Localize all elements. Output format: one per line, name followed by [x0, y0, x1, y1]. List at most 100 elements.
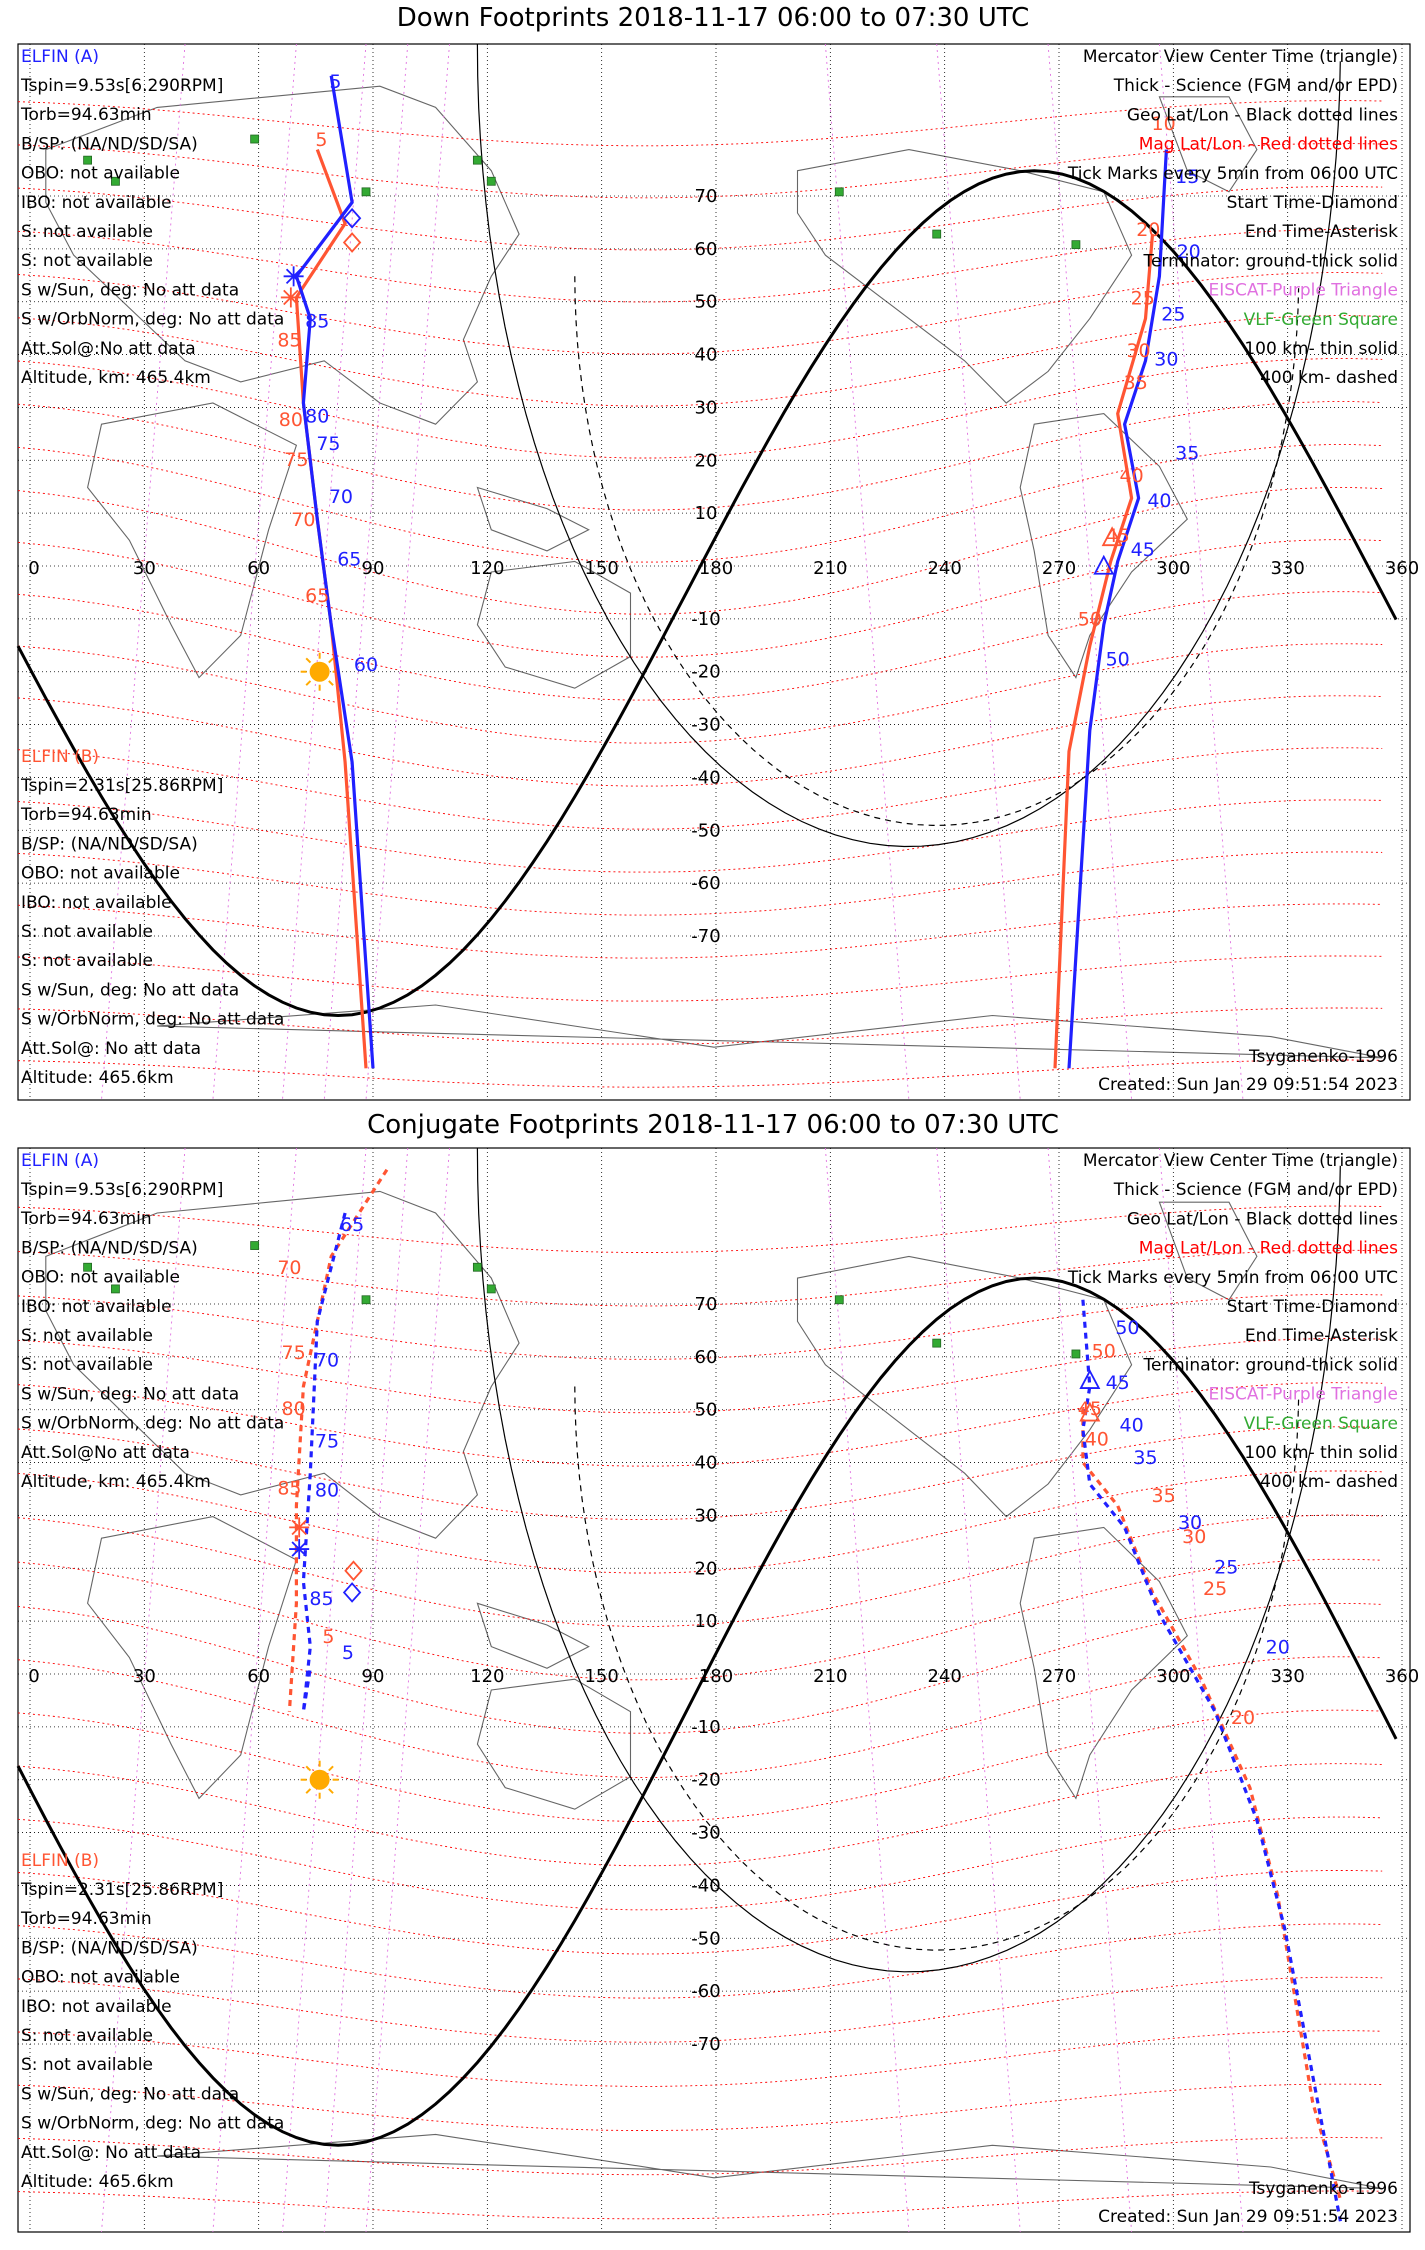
center-triangle [1093, 554, 1115, 575]
tick-label-elfin-a: 60 [354, 654, 378, 676]
terminator-100km [476, 43, 1341, 848]
elfin-a-track [301, 1212, 347, 1712]
mag-meridian [212, 43, 297, 1101]
lon-label: 60 [247, 558, 270, 579]
elfin-b-line: S w/OrbNorm, deg: No att data [21, 2114, 284, 2134]
lat-label: -10 [691, 609, 720, 630]
lat-label: 30 [695, 1505, 718, 1526]
legend-item: VLF-Green Square [1244, 1414, 1398, 1434]
legend-item: Geo Lat/Lon - Black dotted lines [1127, 1209, 1398, 1229]
tick-label-elfin-a: 40 [1147, 490, 1171, 512]
mag-meridian [212, 1147, 297, 2233]
landmass [476, 560, 632, 689]
tick-label-elfin-a: 75 [315, 1431, 339, 1453]
tick-label-elfin-b: 20 [1136, 219, 1160, 241]
tick-label-elfin-a: 50 [1106, 649, 1130, 671]
elfin-b-line: S w/Sun, deg: No att data [21, 2084, 239, 2104]
start-diamond [344, 1560, 363, 1582]
mag-latitude-line [17, 1558, 1383, 1681]
landmass [476, 1602, 590, 1669]
tick-label-elfin-b: 75 [284, 449, 308, 471]
lon-label: 60 [247, 1666, 270, 1687]
map-legend: Mercator View Center Time (triangle) Thic… [1067, 1151, 1398, 1492]
tick-label-elfin-b: 45 [1078, 1398, 1102, 1420]
vlf-square [486, 1284, 496, 1294]
mag-meridian [824, 1147, 910, 2233]
mag-latitude-line [17, 401, 1383, 511]
lat-label: 10 [695, 503, 718, 524]
mag-grid [17, 100, 1383, 1088]
legend-item: Thick - Science (FGM and/or EPD) [1113, 76, 1398, 96]
elfin-b-track [1081, 1408, 1342, 2200]
end-asterisk [291, 1541, 307, 1557]
footprint-tracks [294, 75, 1168, 1069]
lat-label: -30 [691, 1823, 720, 1844]
mag-latitude-line [17, 358, 1383, 459]
vlf-square [472, 155, 482, 165]
vlf-square [932, 1338, 942, 1348]
track-markers [280, 207, 1123, 575]
lat-label: -50 [691, 1928, 720, 1949]
vlf-square [472, 1262, 482, 1272]
elfin-b-line: B/SP: (NA/ND/SD/SA) [21, 834, 198, 854]
mag-latitude-line [17, 591, 1383, 701]
lon-label: 150 [584, 1666, 618, 1687]
tick-label-elfin-a: 20 [1177, 241, 1201, 263]
sun-ray [328, 1765, 334, 1772]
mag-meridian [365, 43, 450, 1101]
elfin-a-line: OBO: not available [21, 1268, 180, 1288]
mag-latitude-line [17, 955, 1383, 1002]
mag-meridian [1047, 1147, 1133, 2233]
legend-item: Tick Marks every 5min from 06:00 UTC [1067, 164, 1398, 184]
lat-label: -40 [691, 767, 720, 788]
center-triangle [1079, 1369, 1101, 1389]
landmass [157, 2133, 1383, 2190]
elfin-a-line: S w/Sun, deg: No att data [21, 280, 239, 300]
elfin-a-line: S: not available [21, 222, 153, 242]
elfin-a-line: S: not available [21, 251, 153, 271]
mag-latitude-line [17, 1763, 1383, 1867]
mag-meridian [936, 43, 1021, 1101]
elfin-b-line: S: not available [21, 951, 153, 971]
tick-label-elfin-b: 65 [305, 585, 329, 607]
mag-latitude-line [17, 444, 1383, 563]
terminator-ground [16, 169, 1398, 1018]
panel-title: Conjugate Footprints 2018-11-17 06:00 to… [367, 1110, 1059, 1140]
mag-latitude-line [17, 1709, 1383, 1822]
mag-latitude-line [17, 1602, 1383, 1734]
geo-grid [18, 44, 1410, 1100]
lon-label: 180 [699, 1666, 733, 1687]
mag-latitude-line [17, 1514, 1383, 1627]
tick-label-elfin-b: 5 [322, 1626, 334, 1648]
lat-label: -70 [691, 2034, 720, 2055]
tick-label-elfin-a: 80 [315, 1479, 339, 1501]
model-label: Tsyganenko-1996 [1248, 2179, 1398, 2199]
elfin-a-line: B/SP: (NA/ND/SD/SA) [21, 1238, 198, 1258]
sun-ray [328, 1788, 334, 1794]
vlf-square [83, 1262, 92, 1272]
tick-label-elfin-a: 65 [340, 1214, 364, 1236]
tick-label-elfin-a: 85 [309, 1588, 333, 1610]
mag-meridians [101, 1147, 1244, 2233]
model-label: Tsyganenko-1996 [1248, 1047, 1398, 1067]
lon-label: 210 [813, 558, 847, 579]
vlf-square [250, 1241, 260, 1250]
landmass [476, 486, 590, 552]
panel-down: Down Footprints 2018-11-17 06:00 to 07:3… [16, 3, 1419, 1101]
elfin-a-line: B/SP: (NA/ND/SD/SA) [21, 134, 198, 154]
elfin-a-line: S w/Sun, deg: No att data [21, 1384, 239, 1404]
landmass [796, 149, 1133, 404]
landmass [87, 1516, 298, 1800]
lat-label: 60 [695, 239, 718, 260]
elfin-b-line: S w/OrbNorm, deg: No att data [21, 1010, 284, 1030]
legend-item: Tick Marks every 5min from 06:00 UTC [1067, 1268, 1398, 1288]
mag-latitude-line [17, 851, 1383, 916]
mag-meridian [1158, 43, 1244, 1101]
lat-label: 20 [695, 450, 718, 471]
elfin-b-line: S: not available [21, 2055, 153, 2075]
elfin-b-line: Att.Sol@: No att data [21, 1039, 201, 1059]
legend-item: Mercator View Center Time (triangle) [1083, 1151, 1398, 1171]
legend-item: Terminator: ground-thick solid [1142, 251, 1398, 271]
mag-latitude-line [17, 1338, 1383, 1414]
vlf-square [111, 1284, 120, 1294]
